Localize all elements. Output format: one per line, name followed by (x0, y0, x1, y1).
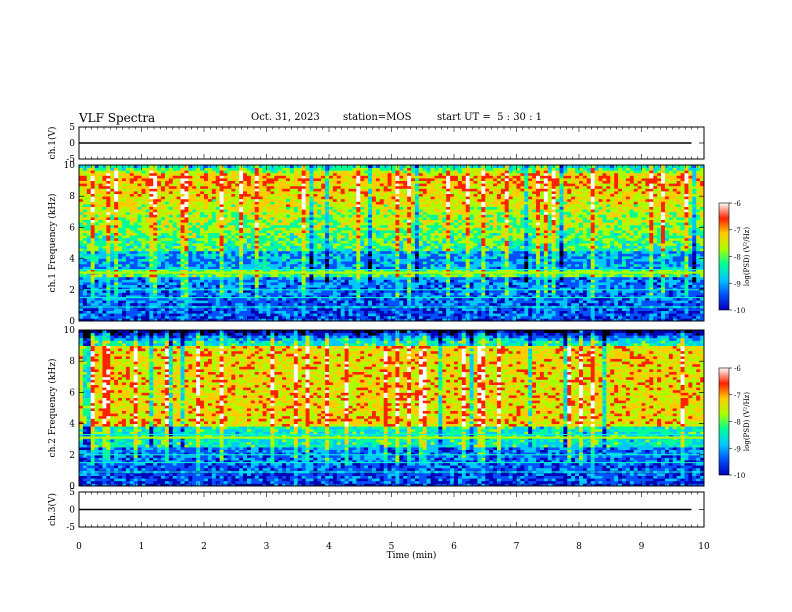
ch2-spectrogram-colorbar-tick-label: -10 (734, 472, 745, 480)
x-tick-label: 10 (698, 542, 710, 552)
x-tick-label: 6 (451, 542, 457, 552)
ch1-spectrogram-colorbar-tick-label: -8 (734, 254, 741, 262)
ch1-waveform-ytick-label: 5 (69, 123, 75, 133)
start-time-label: start UT = 5 : 30 : 1 (437, 112, 542, 123)
ch1-spectrogram-ytick-label: 8 (69, 192, 75, 202)
ch1-spectrogram-ytick-label: 10 (64, 161, 76, 171)
ch2-spectrogram-ytick-label: 2 (69, 451, 75, 461)
station-label: station=MOS (343, 112, 411, 123)
ch2-spectrogram-ytick-label: 0 (69, 482, 75, 492)
ch1-spectrogram-ytick-label: 4 (69, 255, 75, 265)
x-axis-label: Time (min) (387, 550, 437, 561)
x-tick-label: 1 (139, 542, 145, 552)
x-tick-label: 9 (639, 542, 645, 552)
ch2-spectrogram-ytick-label: 6 (69, 388, 75, 398)
ch2-spectrogram-ytick-label: 10 (64, 326, 76, 336)
ch1-spectrogram-ytick-label: 0 (69, 317, 75, 327)
ch1-spectrogram-colorbar-tick-label: -9 (734, 280, 741, 288)
ch2-spectrogram-colorbar (718, 367, 730, 476)
ch1-waveform-ytick-label: 0 (69, 139, 75, 149)
ch1-spectrogram-texture (79, 165, 705, 322)
figure-title: VLF Spectra (79, 111, 155, 125)
ch1-spectrogram-ytick-label: 2 (69, 286, 75, 296)
ch2-spectrogram-colorbar-tick-label: -7 (734, 392, 741, 400)
ch3-waveform-ylabel: ch.3(V) (47, 493, 58, 526)
ch2-spectrogram-colorbar-tick-label: -8 (734, 419, 741, 427)
ch2-spectrogram-ytick-label: 4 (69, 420, 75, 430)
ch2-spectrogram-colorbar-tick-label: -9 (734, 445, 741, 453)
date-label: Oct. 31, 2023 (251, 112, 320, 123)
ch1-spectrogram-ylabel: ch.1 Frequency (kHz) (47, 194, 58, 293)
ch1-spectrogram-colorbar-tick-label: -10 (734, 307, 745, 315)
x-tick-label: 3 (264, 542, 270, 552)
x-tick-label: 5 (389, 542, 395, 552)
ch3-waveform-ytick-label: 5 (69, 488, 75, 498)
ch1-spectrogram-colorbar-label: log(PSD) (V²/Hz) (743, 227, 751, 286)
x-tick-label: 7 (514, 542, 520, 552)
ch3-waveform-ytick-label: 0 (69, 506, 75, 516)
ch1-waveform-ytick-label: -5 (66, 155, 75, 165)
x-tick-label: 2 (201, 542, 207, 552)
ch1-spectrogram-colorbar-tick-label: -7 (734, 227, 741, 235)
ch1-spectrogram-ytick-label: 6 (69, 223, 75, 233)
ch2-spectrogram-colorbar-label: log(PSD) (V²/Hz) (743, 392, 751, 451)
ch2-spectrogram-ytick-label: 8 (69, 357, 75, 367)
ch3-waveform-ytick-label: -5 (66, 523, 75, 533)
ch1-spectrogram-colorbar-tick-label: -6 (734, 200, 741, 208)
x-tick-label: 0 (76, 542, 82, 552)
x-tick-label: 8 (576, 542, 582, 552)
ch1-waveform-ylabel: ch.1(V) (47, 127, 58, 160)
ch2-spectrogram-ylabel: ch.2 Frequency (kHz) (47, 359, 58, 458)
ch2-spectrogram-colorbar-tick-label: -6 (734, 365, 741, 373)
x-tick-label: 4 (326, 542, 332, 552)
ch1-spectrogram-colorbar (718, 202, 730, 311)
ch2-spectrogram-texture (79, 330, 705, 487)
